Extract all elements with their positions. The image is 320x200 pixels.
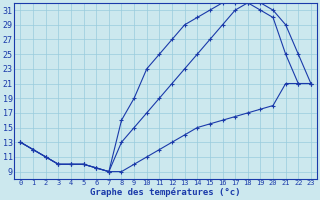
X-axis label: Graphe des températures (°c): Graphe des températures (°c) bbox=[91, 188, 241, 197]
